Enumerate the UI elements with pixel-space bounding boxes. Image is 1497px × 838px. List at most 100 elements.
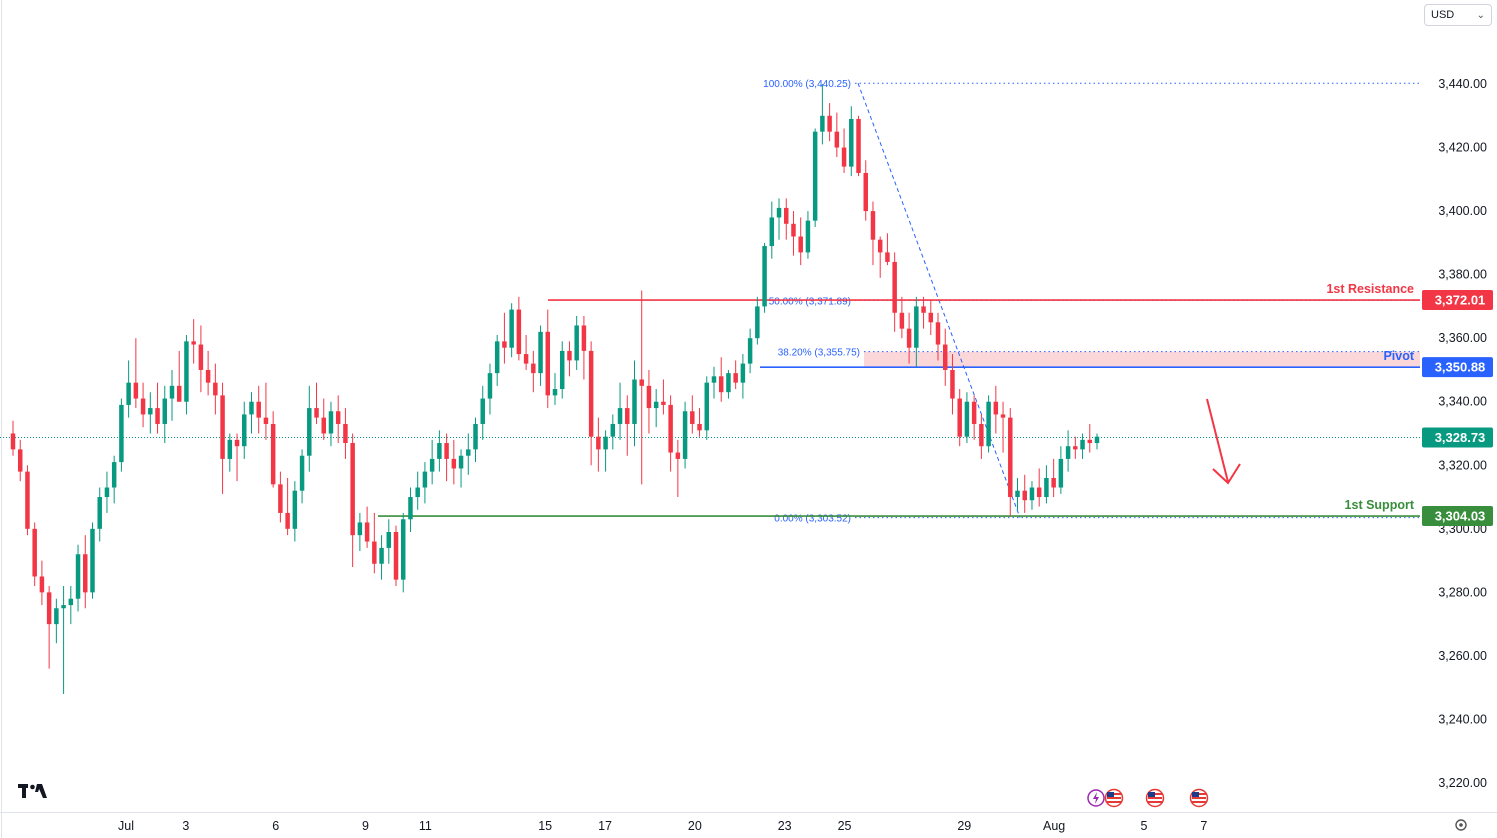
candle-body	[545, 331, 551, 396]
candle	[690, 395, 695, 434]
candle	[516, 296, 522, 361]
candle	[487, 363, 493, 415]
time-axis[interactable]: Jul 3 6 9 11 15 17 20 23 25 29 Aug 5 7	[118, 819, 1207, 833]
price-badge	[1422, 427, 1493, 448]
candle-body	[964, 401, 970, 437]
candlestick-series	[10, 84, 1100, 695]
candle-body	[278, 484, 283, 513]
candle	[242, 401, 247, 459]
candle	[393, 525, 399, 587]
candle-body	[646, 385, 652, 409]
price-badge-label: 3,350.88	[1435, 360, 1486, 375]
candle-body	[54, 608, 59, 625]
candle-body	[877, 239, 883, 253]
candle	[1036, 468, 1042, 507]
currency-selector[interactable]: USD ⌄	[1424, 4, 1492, 26]
price-axis[interactable]: 3,440.00 3,420.00 3,400.00 3,380.00 3,360.00…	[1438, 77, 1487, 790]
candle-body	[841, 147, 847, 167]
candle	[372, 512, 377, 574]
candle	[364, 506, 370, 548]
level-label: Pivot	[1383, 349, 1414, 363]
candle	[509, 303, 514, 358]
candle	[97, 487, 102, 542]
settings-gear-icon[interactable]	[1453, 817, 1469, 833]
candle	[198, 325, 204, 393]
candle	[68, 586, 74, 625]
candle	[552, 373, 558, 405]
candle-body	[61, 605, 66, 609]
candle	[61, 586, 66, 695]
candle	[849, 106, 854, 177]
candle-body	[1036, 487, 1042, 498]
candle-body	[83, 554, 88, 593]
candle	[805, 211, 811, 259]
candle	[755, 296, 760, 345]
candle	[1058, 446, 1064, 494]
candle	[856, 115, 861, 177]
candle	[596, 417, 601, 472]
candle-body	[1073, 446, 1078, 450]
candle	[104, 471, 110, 513]
candle-body	[184, 341, 189, 402]
candle-body	[75, 554, 81, 599]
candle	[1008, 408, 1013, 517]
candle	[234, 433, 240, 482]
x-tick-label: 9	[362, 819, 369, 833]
y-tick-label: 3,260.00	[1438, 649, 1487, 663]
candle-body	[372, 541, 377, 564]
candle	[653, 389, 659, 428]
fib-level-label: 38.20% (3,355.75)	[778, 348, 860, 359]
candle-body	[458, 455, 464, 469]
candle-body	[971, 401, 977, 424]
candle	[632, 360, 637, 447]
candle-body	[68, 598, 74, 606]
candle	[914, 296, 919, 367]
candle	[39, 560, 45, 606]
candle-body	[213, 382, 218, 396]
us-flag-event-icon[interactable]	[1145, 788, 1165, 808]
candle	[682, 401, 688, 469]
candle-body	[502, 341, 507, 348]
candle	[256, 385, 261, 434]
candle	[776, 198, 782, 240]
candle-body	[979, 423, 984, 447]
candle-body	[610, 423, 616, 437]
candle-body	[726, 373, 731, 393]
y-tick-label: 3,360.00	[1438, 331, 1487, 345]
candle	[885, 233, 890, 266]
us-flag-event-icon[interactable]	[1104, 788, 1124, 808]
fib-level-label: 0.00% (3,303.52)	[774, 514, 851, 525]
candle-body	[870, 211, 876, 240]
candle	[971, 395, 977, 440]
candle	[921, 296, 926, 329]
us-flag-event-icon[interactable]	[1189, 788, 1209, 808]
x-tick-label: 7	[1200, 819, 1207, 833]
candle-body	[176, 385, 182, 402]
candle-body	[242, 414, 247, 447]
candle-body	[921, 306, 926, 313]
candle-body	[321, 417, 326, 434]
price-badge	[1422, 506, 1493, 527]
y-tick-label: 3,420.00	[1438, 141, 1487, 155]
event-lightning-icon[interactable]	[1086, 788, 1106, 808]
candle-body	[350, 443, 355, 536]
candle-body	[97, 497, 102, 529]
candle	[263, 382, 269, 440]
candle	[986, 395, 991, 453]
x-tick-label: 29	[957, 819, 971, 833]
candle	[1029, 481, 1035, 510]
candle	[646, 369, 652, 434]
candle-body	[856, 118, 861, 173]
candle	[531, 350, 536, 393]
candle	[1044, 465, 1049, 504]
x-tick-label: 11	[419, 819, 432, 833]
candle	[877, 236, 883, 278]
candle	[1015, 477, 1020, 510]
down-arrow-annotation	[1206, 398, 1241, 485]
candle-body	[393, 531, 399, 580]
candle	[213, 363, 218, 415]
candle	[162, 385, 168, 444]
candle-body	[617, 408, 623, 424]
candle-body	[494, 341, 500, 374]
